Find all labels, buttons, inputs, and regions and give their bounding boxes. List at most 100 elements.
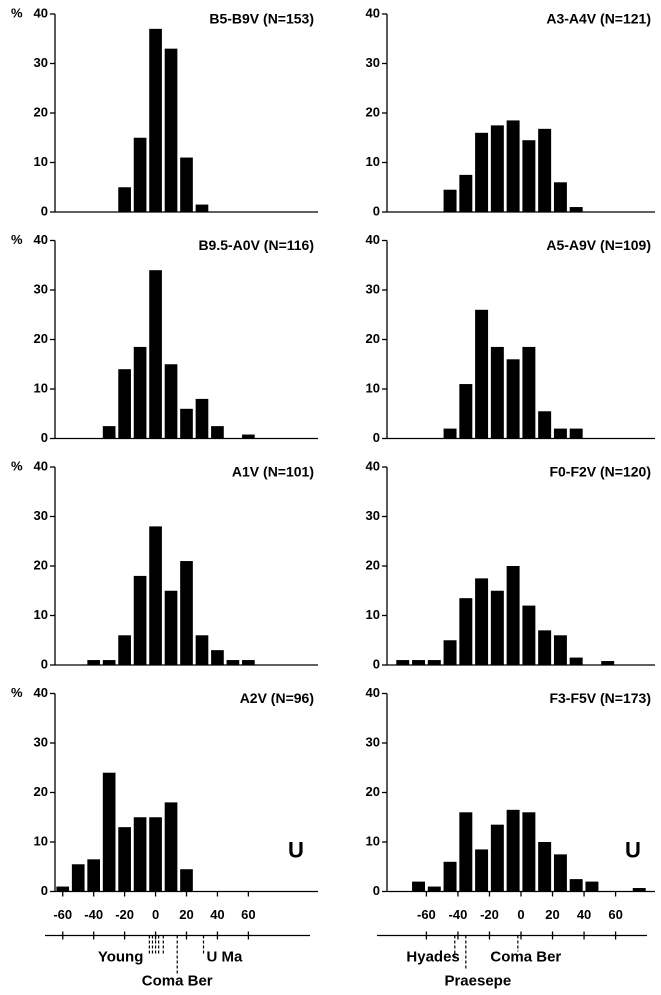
x-tick-label: -40 (449, 907, 468, 922)
bar (443, 861, 457, 892)
bar (102, 660, 116, 665)
bar (443, 189, 457, 212)
bar (412, 660, 426, 665)
bar (242, 660, 255, 665)
bar (475, 309, 489, 439)
bar (133, 346, 147, 439)
bar (569, 657, 583, 665)
y-tick-label: 40 (366, 232, 380, 247)
y-tick-label: 20 (366, 104, 380, 119)
bar (538, 411, 552, 439)
bar (490, 125, 504, 212)
bar (195, 204, 209, 212)
bar (569, 879, 583, 892)
bar (522, 346, 536, 439)
bar (553, 182, 567, 212)
panel-title: A3-A4V (N=121) (546, 11, 651, 27)
bar (102, 426, 116, 439)
bar (87, 660, 101, 665)
y-tick-label: 10 (34, 380, 48, 395)
bar (164, 364, 178, 439)
y-tick-label: 30 (34, 55, 48, 70)
y-tick-label: 30 (34, 734, 48, 749)
bar (195, 635, 209, 665)
bar (522, 605, 536, 665)
bar (242, 434, 255, 439)
y-axis-label: % (11, 458, 23, 473)
x-tick-label: 20 (179, 907, 193, 922)
panel-title: A2V (N=96) (240, 690, 314, 706)
bar (506, 809, 520, 892)
bar (412, 881, 426, 892)
y-tick-label: 30 (34, 508, 48, 523)
x-tick-label: -20 (115, 907, 134, 922)
bar (506, 359, 520, 439)
y-tick-label: 40 (366, 458, 380, 473)
bar (71, 864, 85, 892)
bar (133, 137, 147, 212)
bar (118, 827, 131, 892)
bar (180, 869, 193, 892)
y-tick-label: 20 (34, 331, 48, 346)
bar (569, 428, 583, 439)
x-tick-label: 0 (152, 907, 159, 922)
panel-title: B5-B9V (N=153) (209, 11, 314, 27)
bar (522, 812, 536, 892)
bar (195, 398, 209, 439)
bar (459, 384, 473, 439)
bar (226, 660, 240, 665)
bar (180, 561, 193, 665)
y-tick-label: 0 (41, 430, 48, 445)
bar (506, 120, 520, 212)
bar (601, 661, 615, 665)
bar (211, 650, 224, 665)
bar (490, 824, 504, 892)
bar (522, 140, 536, 212)
bar (459, 174, 473, 212)
bar (553, 428, 567, 439)
y-tick-label: 20 (34, 784, 48, 799)
y-tick-label: 10 (366, 833, 380, 848)
y-tick-label: 0 (373, 656, 380, 671)
panel-title: F3-F5V (N=173) (549, 690, 651, 706)
y-tick-label: 30 (366, 734, 380, 749)
bar (553, 635, 567, 665)
bar (164, 802, 178, 892)
y-tick-label: 20 (366, 784, 380, 799)
bar (459, 812, 473, 892)
panel-title: A5-A9V (N=109) (546, 237, 651, 253)
bar (538, 630, 552, 665)
bar (149, 817, 162, 892)
y-tick-label: 0 (373, 203, 380, 218)
bar (427, 660, 441, 665)
y-tick-label: 20 (366, 557, 380, 572)
x-tick-label: 60 (241, 907, 255, 922)
bar (427, 886, 441, 892)
bar (475, 578, 489, 665)
y-tick-label: 10 (366, 607, 380, 622)
x-tick-label: -40 (84, 907, 103, 922)
bar (443, 640, 457, 665)
bar (459, 598, 473, 665)
panel-note: U (625, 837, 641, 862)
bar (585, 881, 599, 892)
bar (102, 772, 116, 892)
bar (87, 859, 101, 892)
y-tick-label: 30 (366, 55, 380, 70)
bar (538, 128, 552, 212)
panel-title: F0-F2V (N=120) (549, 464, 651, 480)
bar (118, 187, 131, 212)
panel-title: A1V (N=101) (232, 464, 314, 480)
y-tick-label: 0 (41, 883, 48, 898)
x-tick-label: -20 (480, 907, 499, 922)
bar (569, 207, 583, 212)
y-tick-label: 30 (366, 508, 380, 523)
bar (475, 849, 489, 892)
bar (180, 408, 193, 439)
y-tick-label: 0 (373, 430, 380, 445)
bar (506, 566, 520, 665)
bar (396, 660, 410, 665)
bar (475, 132, 489, 212)
y-tick-label: 10 (366, 154, 380, 169)
